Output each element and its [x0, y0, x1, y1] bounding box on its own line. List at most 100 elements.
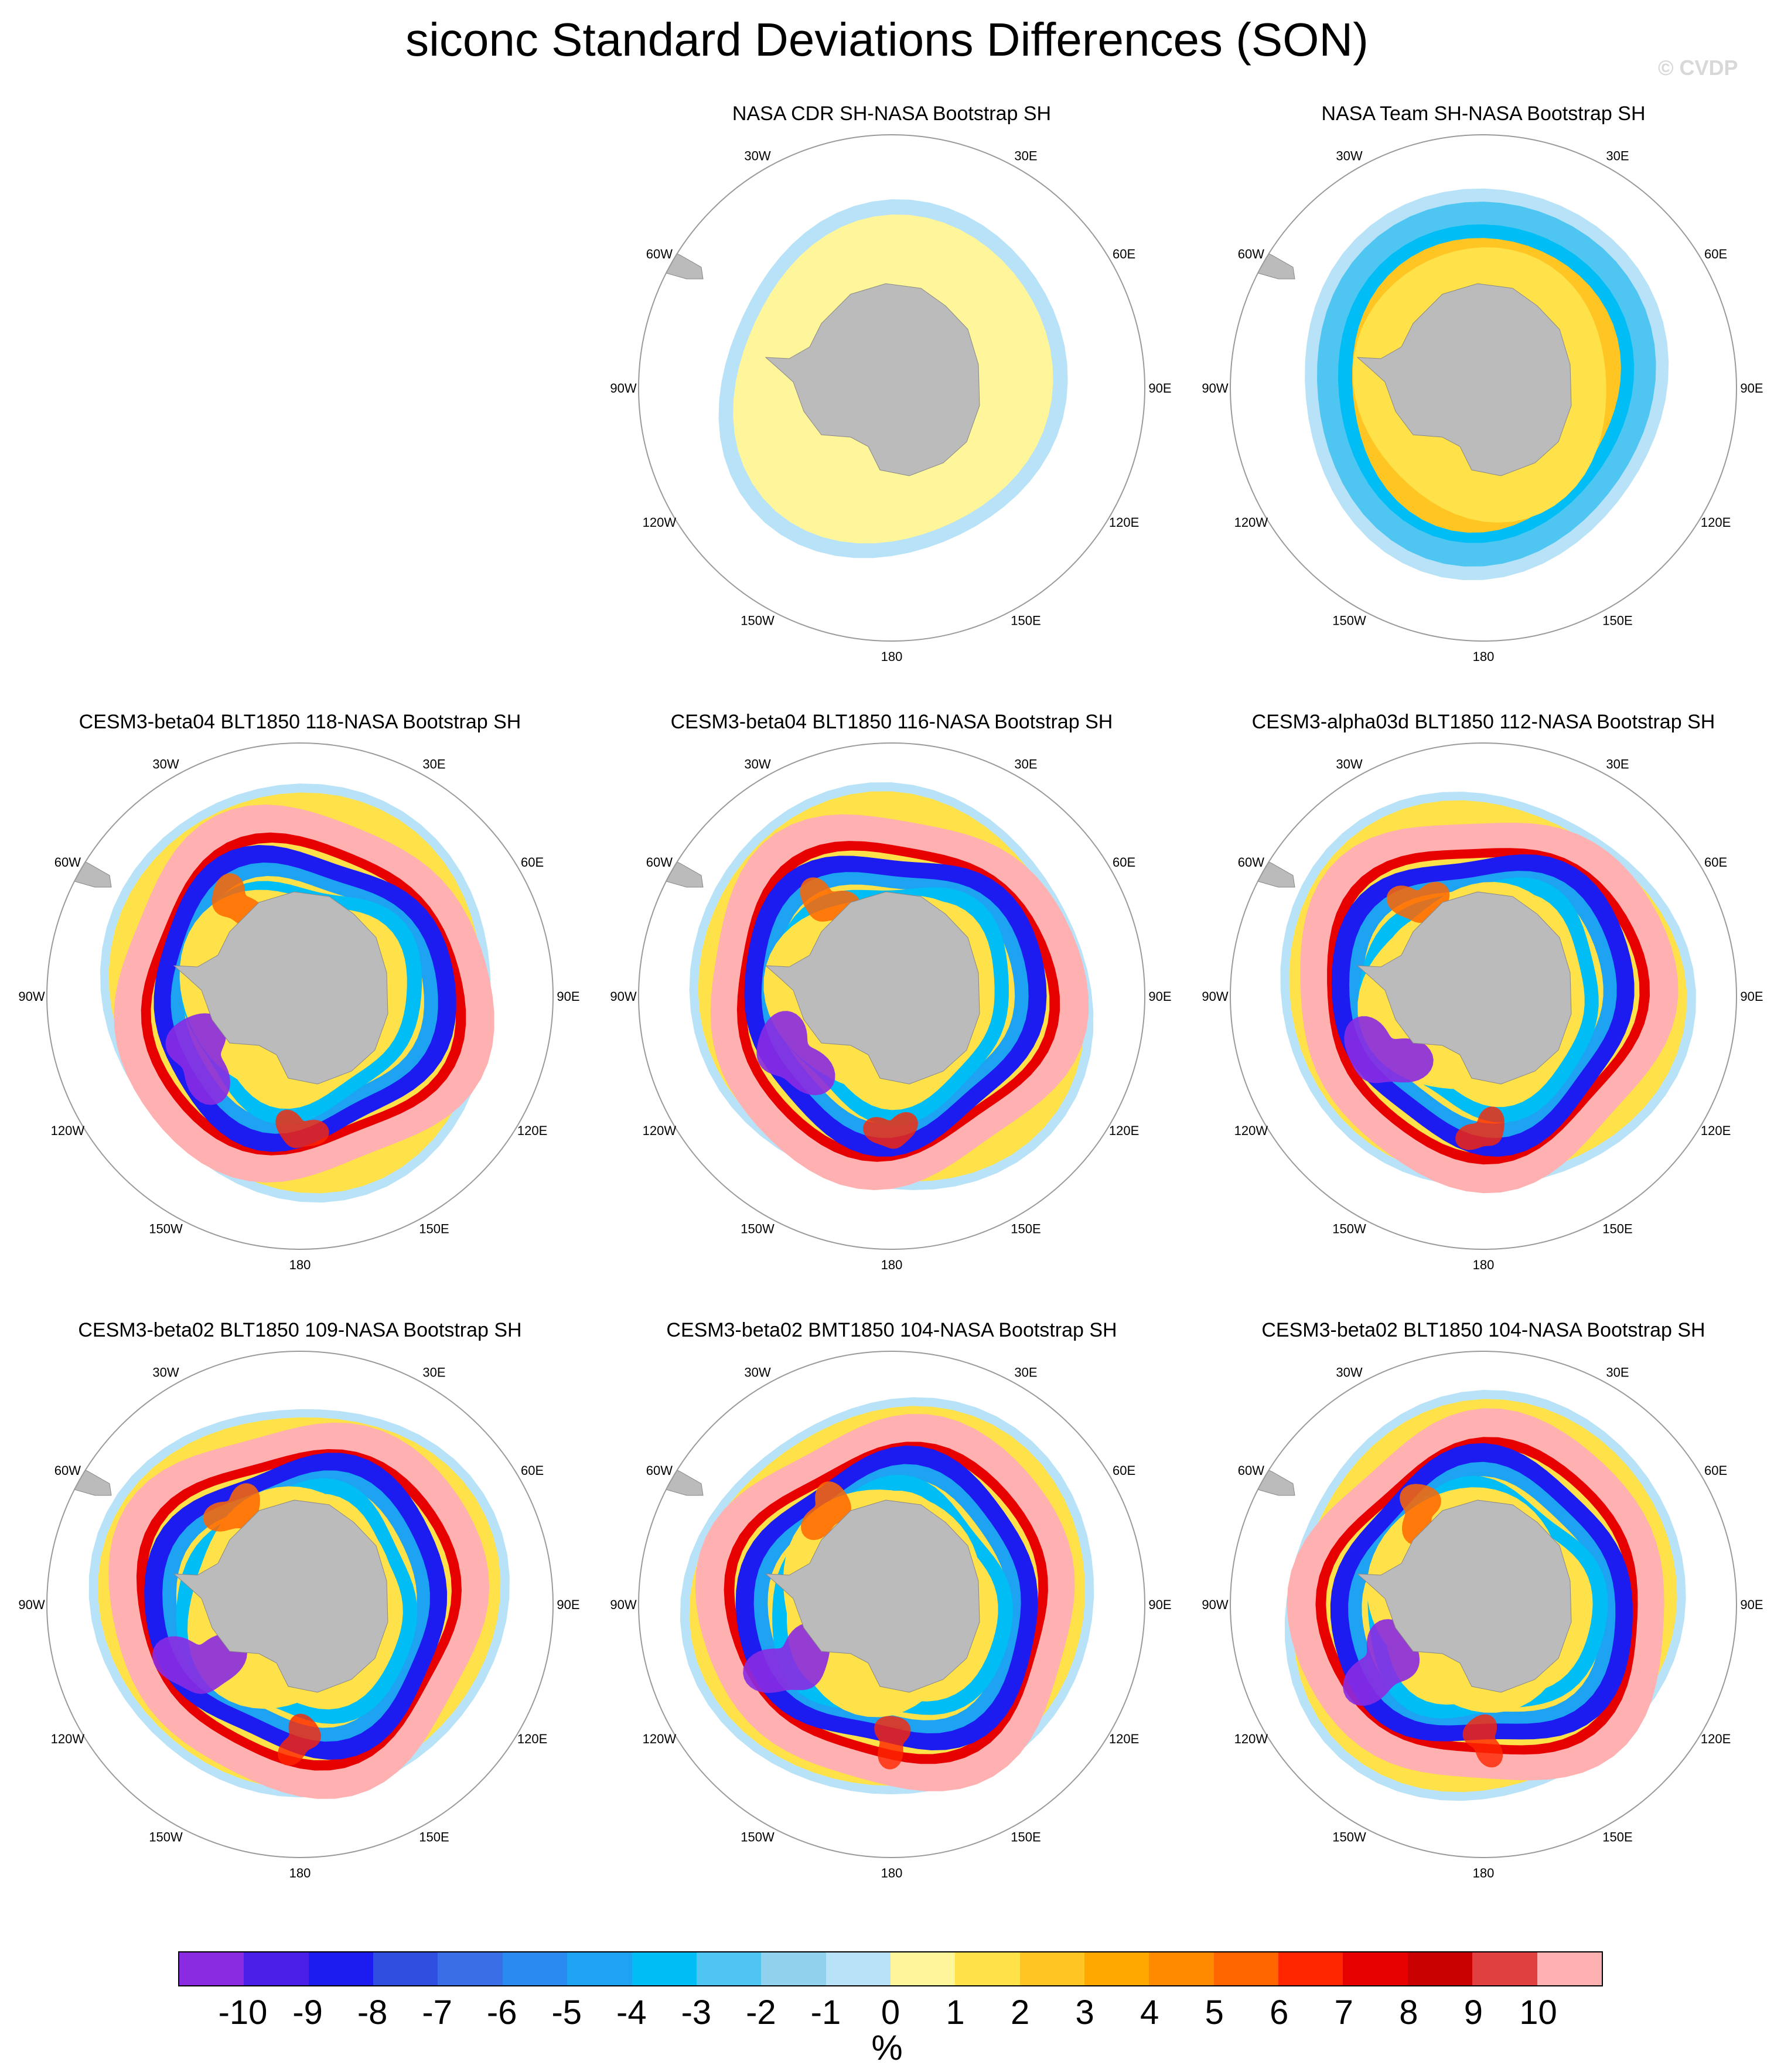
grid-label: 60W [646, 247, 673, 261]
colorbar-tick-label: 10 [1519, 1993, 1557, 2032]
grid-label: 180 [881, 649, 903, 664]
polar-map: 030E60E90E120E150E180150W120W90W60W30W [18, 735, 579, 1286]
grid-label: 0 [888, 1343, 895, 1344]
map-panel-3: CESM3-beta04 BLT1850 118-NASA Bootstrap … [7, 709, 593, 1283]
grid-label: 60W [646, 1463, 673, 1478]
grid-label: 60W [1238, 855, 1264, 870]
polar-map: 030E60E90E120E150E180150W120W90W60W30W [18, 1343, 579, 1891]
map-panel-6: CESM3-beta02 BLT1850 109-NASA Bootstrap … [7, 1317, 593, 1892]
colorbar-box [502, 1952, 568, 1985]
field-ring [1348, 1461, 1616, 1726]
colorbar-box [1407, 1952, 1473, 1985]
grid-label: 120E [517, 1732, 547, 1746]
grid-label: 90E [1148, 1597, 1171, 1612]
grid-label: 90W [610, 381, 636, 396]
grid-label: 150W [1332, 1830, 1366, 1845]
map-panel-8: CESM3-beta02 BLT1850 104-NASA Bootstrap … [1190, 1317, 1774, 1892]
grid-label: 150E [1602, 1222, 1632, 1236]
colorbar-box [1019, 1952, 1085, 1985]
field-patch [152, 1633, 247, 1694]
grid-label: 60W [1238, 1463, 1264, 1478]
grid-label: 30W [744, 1365, 770, 1379]
field-ring [1327, 848, 1650, 1165]
grid-label: 60E [1704, 1463, 1727, 1478]
antarctica-landmass [1356, 283, 1572, 476]
new-zealand-landmass [915, 1262, 930, 1286]
colorbar-box [1537, 1952, 1602, 1985]
map-field [1230, 792, 1696, 1194]
field-patch [203, 1483, 260, 1532]
grid-label: 120E [1109, 515, 1139, 530]
grid-label: 90E [1740, 989, 1763, 1004]
field-patch [801, 1481, 851, 1541]
polar-map: 030E60E90E120E150E180150W120W90W60W30W [610, 1343, 1171, 1880]
grid-label: 120E [1109, 1732, 1139, 1746]
colorbar-tick-label: -1 [810, 1993, 841, 2032]
grid-label: 30W [152, 1365, 179, 1379]
colorbar-tick-label: -8 [357, 1993, 388, 2032]
grid-label: 150W [149, 1830, 183, 1845]
map-boundary [46, 1351, 554, 1858]
grid-label: 60W [1238, 247, 1264, 261]
antarctica-landmass [1356, 891, 1572, 1085]
island-landmass [1091, 659, 1108, 674]
field-ring [768, 887, 1009, 1126]
grid-label: 120W [1234, 1123, 1268, 1138]
grid-label: 30W [1336, 756, 1362, 771]
panel-title: CESM3-beta04 BLT1850 118-NASA Bootstrap … [79, 711, 521, 733]
field-patch [165, 1013, 230, 1105]
colorbar-tick-label: 5 [1205, 1993, 1224, 2032]
antarctica-landmass [173, 891, 388, 1085]
colorbar-box [955, 1952, 1020, 1985]
panel-title: CESM3-beta02 BMT1850 104-NASA Bootstrap … [666, 1319, 1117, 1341]
colorbar-box [632, 1952, 697, 1985]
new-zealand-landmass [323, 1262, 338, 1286]
colorbar-box [567, 1952, 632, 1985]
colorbar-tick-label: 3 [1075, 1993, 1094, 2032]
grid-label: 150E [1602, 614, 1632, 628]
grid-label: 30E [1014, 148, 1037, 163]
grid-label: 180 [1473, 1257, 1495, 1272]
grid-label: 60E [1704, 855, 1727, 870]
grid-label: 120W [51, 1732, 85, 1746]
grid-label: 120E [1109, 1123, 1139, 1138]
panel-title: NASA Team SH-NASA Bootstrap SH [1321, 103, 1646, 125]
grid-label: 30W [1336, 148, 1362, 163]
field-ring [1300, 823, 1679, 1194]
island-landmass [1683, 659, 1700, 674]
grid-label: 90W [610, 989, 636, 1004]
colorbar-tick-label: -10 [218, 1993, 268, 2032]
grid-label: 30E [1014, 756, 1037, 771]
grid-label: 30W [744, 148, 770, 163]
grid-label: 120W [1234, 515, 1268, 530]
map-panel-7: CESM3-beta02 BMT1850 104-NASA Bootstrap … [599, 1317, 1185, 1892]
map-field [639, 782, 1094, 1286]
colorbar-tick-label: -4 [616, 1993, 647, 2032]
grid-label: 30W [152, 756, 179, 771]
grid-label: 60E [521, 855, 544, 870]
polar-map: 030E60E90E120E150E180150W120W90W60W30W [1202, 1343, 1763, 1894]
panel-title: NASA CDR SH-NASA Bootstrap SH [732, 103, 1052, 125]
grid-label: 120E [1701, 515, 1731, 530]
colorbar-tick-label: 8 [1399, 1993, 1418, 2032]
new-zealand-landmass [1507, 1870, 1521, 1894]
colorbar-box [1472, 1952, 1537, 1985]
colorbar-box [890, 1952, 956, 1985]
map-boundary [1230, 134, 1737, 642]
colorbar-tick-label: 2 [1010, 1993, 1030, 2032]
colorbar-box [1278, 1952, 1343, 1985]
colorbar-box [373, 1952, 438, 1985]
panel-title: CESM3-beta02 BLT1850 104-NASA Bootstrap … [1261, 1319, 1705, 1341]
polar-map: 030E60E90E120E150E180150W120W90W60W30W [610, 735, 1171, 1286]
panel-title: CESM3-beta04 BLT1850 116-NASA Bootstrap … [670, 711, 1113, 733]
grid-label: 150E [419, 1830, 449, 1845]
island-landmass [499, 1875, 517, 1891]
grid-label: 120W [1234, 1732, 1268, 1746]
field-ring [1367, 1475, 1608, 1719]
field-patch [863, 1112, 918, 1149]
new-zealand-landmass [1507, 654, 1521, 677]
colorbar-box [761, 1952, 826, 1985]
grid-label: 180 [289, 1866, 311, 1880]
map-boundary [638, 134, 1145, 642]
colorbar-tick-label: 7 [1334, 1993, 1353, 2032]
